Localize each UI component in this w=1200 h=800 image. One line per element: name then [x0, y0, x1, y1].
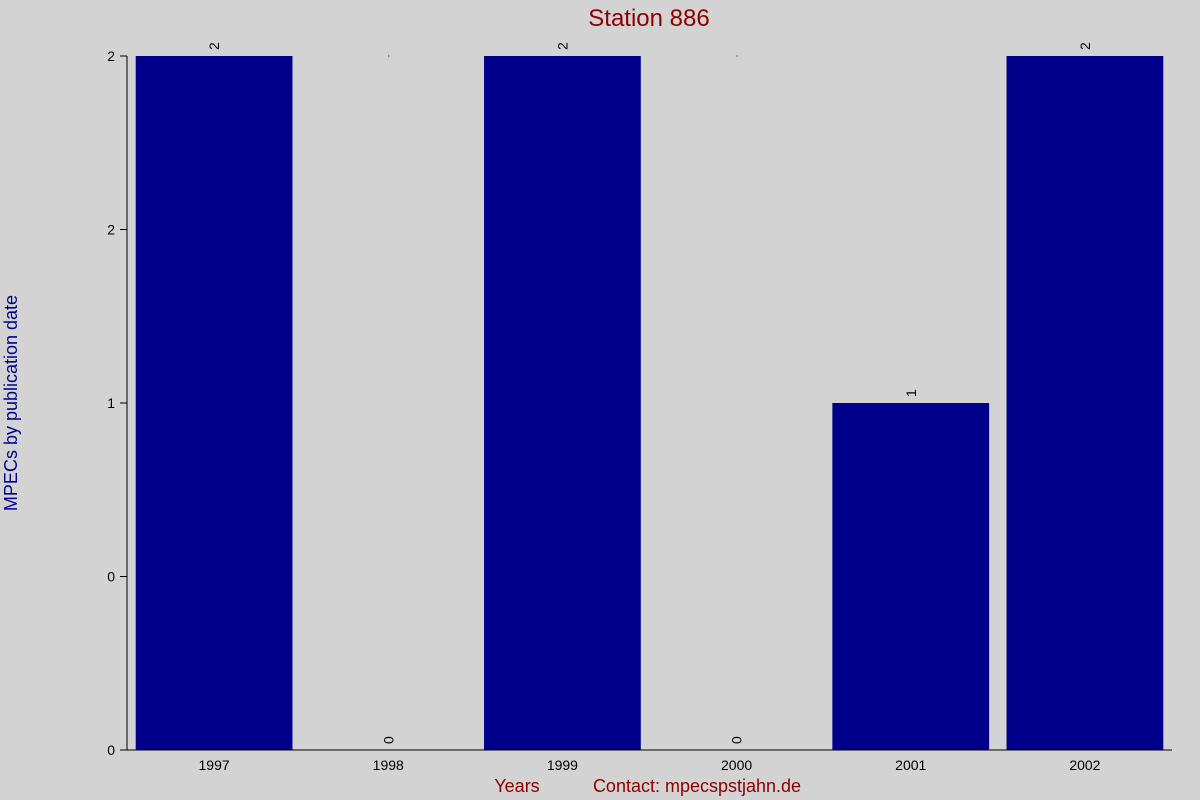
- bar-1999: [484, 56, 641, 750]
- bar-2001: [832, 403, 990, 750]
- bar-value-label-1998: 0: [380, 736, 396, 744]
- y-tick-label-1: 0: [107, 569, 115, 585]
- x-tick-label-2000: 2000: [721, 757, 752, 773]
- bar-2002: [1006, 56, 1164, 750]
- bar-value-label-1999: 2: [554, 42, 570, 50]
- y-tick-label-3: 2: [107, 222, 115, 238]
- y-tick-label-0: 0: [107, 742, 115, 758]
- y-tick-label-2: 1: [107, 395, 115, 411]
- y-axis-title: MPECs by publication date: [1, 295, 21, 511]
- bar-value-label-2002: 2: [1077, 42, 1093, 50]
- x-tick-label-2002: 2002: [1069, 757, 1100, 773]
- x-tick-label-1998: 1998: [373, 757, 404, 773]
- x-tick-label-1997: 1997: [199, 757, 230, 773]
- plot-area: 2 1997 0 1998 2 1999 0 2000 1 2001 2 2002 0 0 1 2 2: [107, 42, 1172, 773]
- x-tick-label-2001: 2001: [895, 757, 926, 773]
- bar-value-label-2000: 0: [729, 736, 745, 744]
- bar-value-label-1997: 2: [206, 42, 222, 50]
- credit-text: Contact: mpecspstjahn.de: [593, 776, 801, 796]
- chart-title: Station 886: [588, 5, 709, 32]
- bar-1997: [135, 56, 293, 750]
- bar-value-label-2001: 1: [903, 389, 919, 397]
- y-tick-label-4: 2: [107, 48, 115, 64]
- x-axis-title: Years: [494, 776, 539, 796]
- x-tick-label-1999: 1999: [547, 757, 578, 773]
